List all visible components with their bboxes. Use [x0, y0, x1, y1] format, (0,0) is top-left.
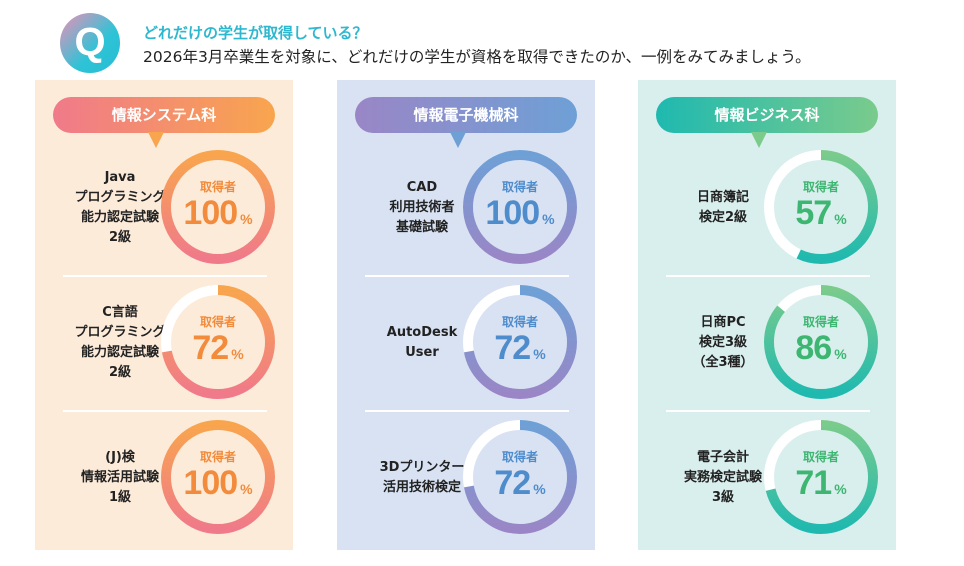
ring-label: 取得者 — [802, 180, 839, 194]
certification-name: 電子会計 実務検定試験 3級 — [683, 449, 762, 505]
certification-name: 日商簿記 検定2級 — [696, 189, 749, 225]
divider — [666, 275, 870, 277]
ring-progress — [764, 420, 878, 534]
ring-label: 取得者 — [501, 180, 538, 194]
ring-progress — [463, 420, 577, 534]
certification-row: CAD 利用技術者 基礎試験 取得者 100% — [337, 140, 595, 275]
percentage-ring: 取得者 72% — [161, 285, 275, 399]
department-title: 情報システム科 — [53, 97, 275, 133]
certification-row: (J)検 情報活用試験 1級 取得者 100% — [35, 410, 293, 545]
percentage-value: 72% — [192, 329, 244, 367]
department-panel: 情報システム科 Java プログラミング 能力認定試験 2級 取得者 100% … — [35, 80, 293, 550]
percentage-value: 86% — [795, 329, 847, 367]
certification-name: 3Dプリンター 活用技術検定 — [379, 459, 465, 495]
q-icon: Q — [60, 13, 120, 73]
pointer-tail — [751, 132, 767, 148]
certification-row: 電子会計 実務検定試験 3級 取得者 71% — [638, 410, 896, 545]
percentage-ring: 取得者 57% — [764, 150, 878, 264]
department-panel: 情報ビジネス科 日商簿記 検定2級 取得者 57% 日商PC 検定3級 （全3種… — [638, 80, 896, 550]
ring-label: 取得者 — [501, 450, 538, 464]
department-title: 情報ビジネス科 — [656, 97, 878, 133]
percentage-ring: 取得者 72% — [463, 420, 577, 534]
certification-row: C言語 プログラミング 能力認定試験 2級 取得者 72% — [35, 275, 293, 410]
certification-name: Java プログラミング 能力認定試験 2級 — [74, 169, 166, 245]
certification-row: AutoDesk User 取得者 72% — [337, 275, 595, 410]
ring-label: 取得者 — [199, 450, 236, 464]
certification-row: 3Dプリンター 活用技術検定 取得者 72% — [337, 410, 595, 545]
ring-label: 取得者 — [501, 315, 538, 329]
percentage-value: 71% — [795, 464, 847, 502]
certification-name: (J)検 情報活用試験 1級 — [80, 449, 159, 505]
question-title: どれだけの学生が取得している？ — [143, 24, 368, 42]
percentage-ring: 取得者 72% — [463, 285, 577, 399]
divider — [365, 410, 569, 412]
ring-label: 取得者 — [802, 315, 839, 329]
certification-row: 日商簿記 検定2級 取得者 57% — [638, 140, 896, 275]
pointer-tail — [450, 132, 466, 148]
certification-row: Java プログラミング 能力認定試験 2級 取得者 100% — [35, 140, 293, 275]
ring-label: 取得者 — [199, 180, 236, 194]
certification-name: AutoDesk User — [386, 324, 458, 360]
divider — [63, 410, 267, 412]
pointer-tail — [148, 132, 164, 148]
percentage-value: 72% — [494, 464, 546, 502]
percentage-ring: 取得者 86% — [764, 285, 878, 399]
percentage-value: 100% — [183, 464, 253, 502]
ring-progress — [463, 150, 577, 264]
certification-name: CAD 利用技術者 基礎試験 — [389, 179, 455, 235]
ring-progress — [161, 420, 275, 534]
certification-row: 日商PC 検定3級 （全3種） 取得者 86% — [638, 275, 896, 410]
department-panel: 情報電子機械科 CAD 利用技術者 基礎試験 取得者 100% AutoDesk… — [337, 80, 595, 550]
percentage-ring: 取得者 100% — [161, 150, 275, 264]
ring-progress — [161, 285, 275, 399]
ring-label: 取得者 — [802, 450, 839, 464]
ring-progress — [463, 285, 577, 399]
ring-progress — [764, 150, 878, 264]
ring-progress — [161, 150, 275, 264]
question-subtitle: 2026年3月卒業生を対象に、どれだけの学生が資格を取得できたのか、一例をみてみ… — [143, 48, 811, 66]
divider — [365, 275, 569, 277]
percentage-value: 72% — [494, 329, 546, 367]
ring-label: 取得者 — [199, 315, 236, 329]
percentage-value: 57% — [795, 194, 847, 232]
ring-progress — [764, 285, 878, 399]
divider — [63, 275, 267, 277]
department-title: 情報電子機械科 — [355, 97, 577, 133]
certification-name: 日商PC 検定3級 （全3種） — [692, 314, 754, 370]
percentage-ring: 取得者 71% — [764, 420, 878, 534]
percentage-value: 100% — [183, 194, 253, 232]
percentage-ring: 取得者 100% — [463, 150, 577, 264]
percentage-ring: 取得者 100% — [161, 420, 275, 534]
certification-name: C言語 プログラミング 能力認定試験 2級 — [74, 304, 166, 380]
divider — [666, 410, 870, 412]
percentage-value: 100% — [485, 194, 555, 232]
